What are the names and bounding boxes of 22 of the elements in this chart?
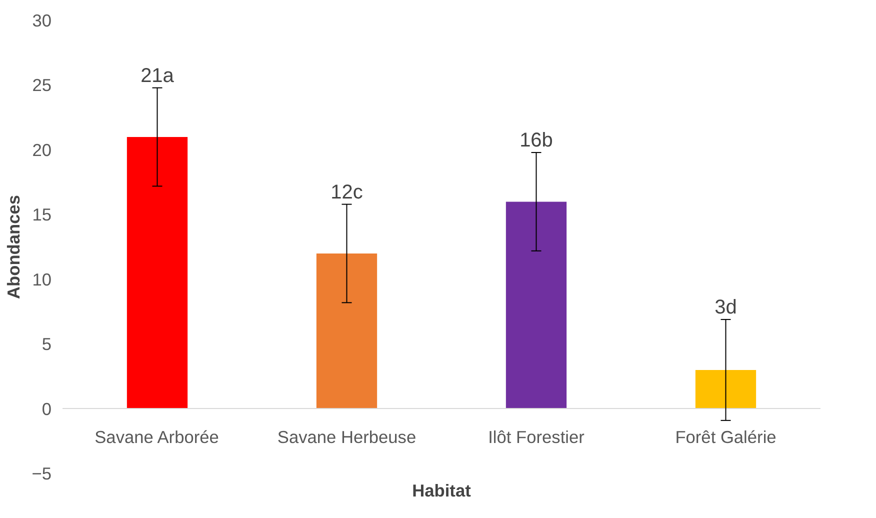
bar xyxy=(316,253,378,409)
data-label: 3d xyxy=(714,296,737,318)
y-tick-label: 20 xyxy=(32,140,52,160)
data-label: 12c xyxy=(330,181,363,204)
y-tick-label: 25 xyxy=(32,75,52,96)
x-tick-label: Savane Herbeuse xyxy=(277,426,416,447)
x-axis-title: Habitat xyxy=(412,480,472,500)
y-tick-label: 0 xyxy=(42,398,52,419)
x-tick-label: Savane Arborée xyxy=(94,426,219,447)
y-tick-label: 5 xyxy=(42,334,52,354)
y-tick-label: 30 xyxy=(32,10,52,30)
y-axis-title: Abondances xyxy=(4,194,24,299)
bar xyxy=(126,136,188,409)
data-label: 16b xyxy=(520,130,553,152)
y-tick-label: 10 xyxy=(32,269,52,290)
bar xyxy=(506,202,567,409)
data-label: 21a xyxy=(140,64,175,87)
x-tick-label: Ilôt Forestier xyxy=(488,426,585,447)
bar xyxy=(695,370,756,409)
y-tick-label: 15 xyxy=(32,204,52,225)
y-tick-label: −5 xyxy=(32,464,52,484)
x-tick-label: Forêt Galérie xyxy=(675,426,776,447)
